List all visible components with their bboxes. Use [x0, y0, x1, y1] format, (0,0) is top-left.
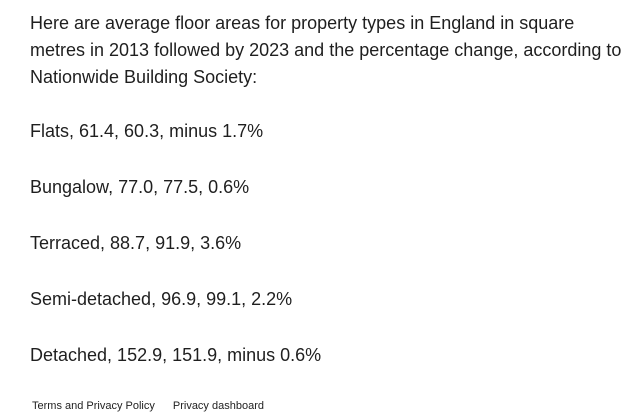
- terms-and-privacy-link[interactable]: Terms and Privacy Policy: [32, 400, 155, 412]
- privacy-dashboard-link[interactable]: Privacy dashboard: [172, 400, 264, 412]
- footer-links: Terms and Privacy Policy Privacy dashboa…: [32, 398, 264, 414]
- list-item: Terraced, 88.7, 91.9, 3.6%: [30, 233, 242, 253]
- list-item: Detached, 152.9, 151.9, minus 0.6%: [30, 345, 322, 365]
- list-item: Semi-detached, 96.9, 99.1, 2.2%: [30, 289, 293, 309]
- list-item: Flats, 61.4, 60.3, minus 1.7%: [30, 121, 264, 141]
- intro-paragraph: Here are average floor areas for propert…: [30, 13, 622, 87]
- list-item: Bungalow, 77.0, 77.5, 0.6%: [30, 177, 250, 197]
